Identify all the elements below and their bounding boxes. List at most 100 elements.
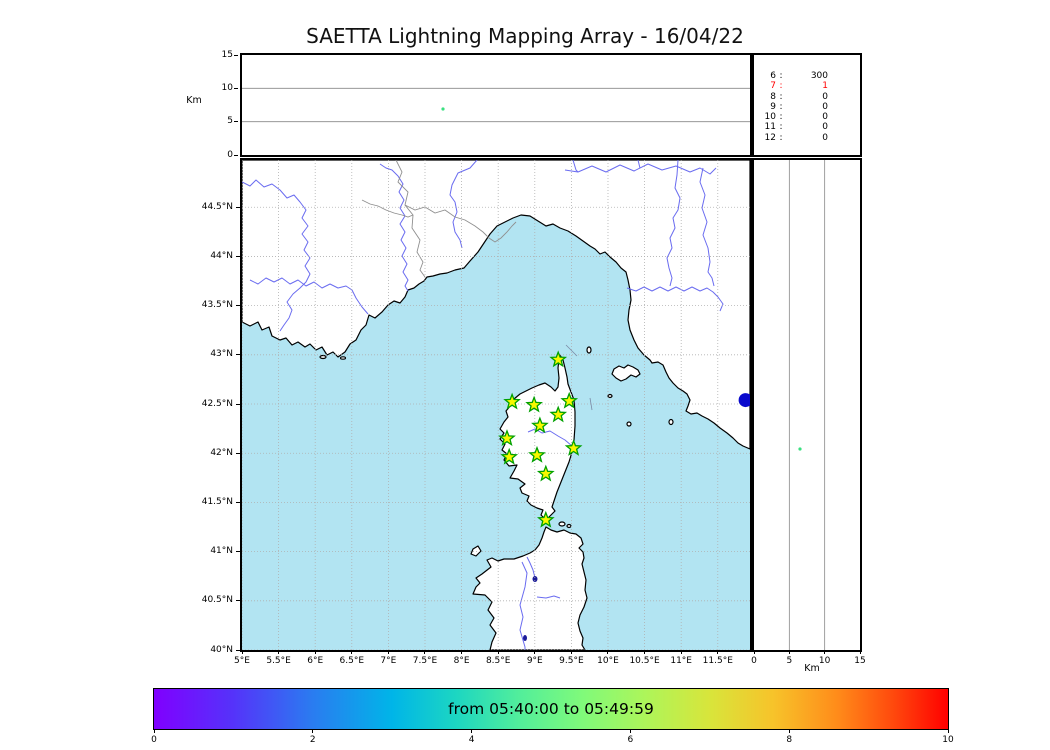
station-count-key: 8 [770, 91, 776, 102]
time-colorbar: from 05:40:00 to 05:49:59 [153, 688, 949, 730]
lon-tick-label: 9.5°E [559, 656, 584, 666]
alt-tick-mark [234, 87, 238, 89]
alt-tick-label: 0 [227, 149, 233, 160]
lon-tick-label: 7.5°E [412, 656, 438, 666]
continental-coastline [242, 160, 750, 450]
lon-tick-label: 11°E [670, 656, 692, 666]
lat-tick-label: 44.5°N [201, 201, 233, 212]
alt-tick-label: 15 [221, 49, 233, 60]
lat-tick-label: 43.5°N [201, 300, 233, 311]
station-count-key: 6 [770, 71, 776, 81]
montecristo-island [626, 421, 632, 427]
station-count-colon: : [779, 91, 783, 102]
lon-tick-label: 5.5°E [266, 656, 291, 666]
sardinia-coastline [472, 526, 588, 650]
giglio-island [668, 418, 674, 426]
station-marker [549, 405, 568, 423]
station-count-row: 10: 0 [760, 112, 860, 122]
km-tick-label: 0 [751, 656, 757, 666]
lat-tick-label: 43°N [210, 349, 233, 360]
lightning-source-dot [738, 393, 750, 408]
chart-title: SAETTA Lightning Mapping Array - 16/04/2… [306, 24, 744, 48]
rivers [242, 160, 724, 650]
station-count-value: 300 [810, 71, 828, 81]
lat-height-source-dot [798, 447, 802, 451]
land-masses [242, 160, 750, 650]
time-height-source-dot [441, 107, 445, 111]
alt-tick-label: 10 [221, 82, 233, 93]
colorbar-tick-label: 4 [468, 735, 475, 745]
lon-tick-label: 8°E [453, 656, 470, 666]
colorbar-tick-label: 2 [309, 735, 316, 745]
time-range-label: from 05:40:00 to 05:49:59 [448, 700, 654, 718]
colorbar-tick-label: 10 [942, 735, 954, 745]
station-count-colon: : [779, 112, 783, 123]
time-height-plot [242, 87, 750, 123]
colorbar-tick-label: 6 [627, 735, 634, 745]
pianosa-island [607, 393, 613, 399]
station-marker [503, 392, 521, 410]
lat-tick-label: 42°N [210, 447, 233, 458]
station-marker [528, 445, 546, 463]
lat-tick-label: 41.5°N [201, 496, 233, 507]
station-count-row: 12: 0 [760, 133, 860, 143]
lon-tick-label: 8.5°E [485, 656, 511, 666]
lon-tick-label: 9°E [526, 656, 543, 666]
lat-tick-label: 40.5°N [201, 595, 233, 606]
lon-tick-label: 7°E [380, 656, 397, 666]
lat-height-plot [788, 160, 826, 650]
alt-tick-mark [234, 121, 238, 123]
station-marker [531, 416, 549, 434]
station-count-colon: : [779, 71, 783, 81]
sea-line-features [565, 344, 593, 411]
station-count-colon: : [779, 132, 783, 143]
station-count-value: 0 [822, 112, 828, 123]
lon-tick-label: 10°E [597, 656, 619, 666]
lon-tick-label: 11.5°E [702, 656, 733, 666]
station-marker [560, 391, 579, 409]
lightning-source-dots [738, 393, 750, 408]
hyeres-island-2 [339, 356, 347, 360]
lon-tick-label: 5°E [234, 656, 250, 666]
station-count-list: 6: 300 7: 1 8: 0 9: 0 10: 0 11: 0 12: 0 [760, 71, 860, 143]
station-count-row: 8: 0 [760, 92, 860, 102]
lat-tick-label: 44°N [210, 250, 233, 261]
map-panel [240, 158, 752, 652]
station-count-row: 11: 0 [760, 122, 860, 132]
station-count-key: 11 [764, 122, 776, 133]
station-count-row: 7: 1 [760, 81, 860, 91]
station-count-key: 12 [764, 132, 776, 143]
colorbar-tick-label: 0 [151, 735, 157, 745]
map-gridlines [242, 160, 750, 650]
station-marker [549, 350, 568, 368]
km-tick-label: 15 [854, 656, 866, 666]
station-count-colon: : [779, 101, 783, 112]
lon-tick-label: 10.5°E [629, 656, 660, 666]
lat-height-panel [752, 158, 862, 652]
station-marker [536, 464, 555, 482]
station-count-value: 0 [822, 132, 828, 143]
station-count-key: 10 [764, 112, 776, 123]
station-count-row: 6: 300 [760, 71, 860, 81]
alt-tick-mark [234, 54, 238, 56]
station-count-colon: : [779, 122, 783, 133]
station-count-key: 7 [770, 81, 776, 92]
lat-tick-label: 41°N [210, 546, 233, 557]
geographic-map [242, 160, 750, 650]
station-count-value: 1 [822, 81, 828, 92]
lat-tick-label: 40°N [210, 644, 233, 655]
colorbar-tick-label: 8 [786, 735, 793, 745]
station-marker [500, 447, 519, 465]
station-count-value: 0 [822, 101, 828, 112]
station-count-value: 0 [822, 91, 828, 102]
hyeres-island [319, 354, 327, 360]
time-height-panel [240, 53, 752, 157]
lon-tick-label: 6°E [307, 656, 324, 666]
country-borders [361, 160, 517, 278]
lakes [523, 576, 538, 641]
station-marker [498, 429, 516, 447]
maddalena-island-2 [566, 523, 572, 529]
station-count-panel [752, 53, 862, 157]
station-markers [498, 350, 583, 528]
